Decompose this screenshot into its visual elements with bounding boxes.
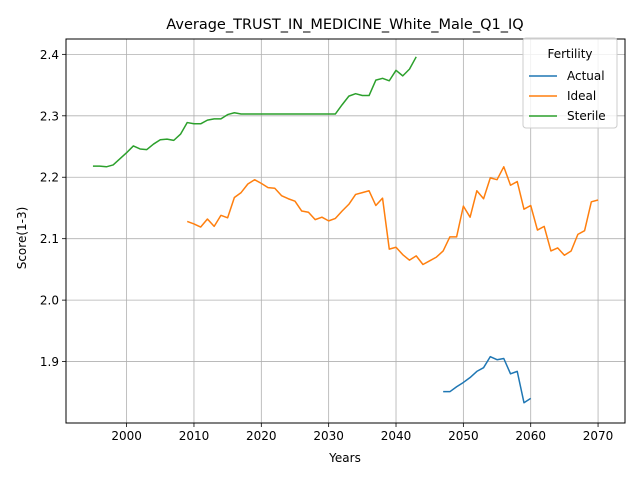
legend-label-actual: Actual (567, 69, 605, 83)
y-tick-label: 2.4 (40, 48, 59, 62)
x-tick-label: 2010 (179, 429, 210, 443)
x-tick-label: 2040 (381, 429, 412, 443)
x-tick-label: 2020 (246, 429, 277, 443)
y-axis-label: Score(1-3) (15, 207, 29, 270)
series-line-actual (443, 355, 532, 404)
x-tick-label: 2060 (515, 429, 546, 443)
legend-label-sterile: Sterile (567, 109, 606, 123)
y-tick-label: 1.9 (40, 355, 59, 369)
y-tick-label: 2.0 (40, 294, 59, 308)
y-tick-label: 2.1 (40, 232, 59, 246)
x-tick-label: 2030 (313, 429, 344, 443)
legend-box (522, 37, 618, 129)
y-tick-label: 2.2 (40, 171, 59, 185)
x-tick-label: 2070 (583, 429, 614, 443)
legend-items: Actual Ideal Sterile (529, 69, 606, 123)
x-tick-label: 2050 (448, 429, 479, 443)
chart-title: Average_TRUST_IN_MEDICINE_White_Male_Q1_… (166, 17, 523, 33)
x-tick-label: 2000 (111, 429, 142, 443)
series-line-sterile (92, 56, 417, 168)
legend-label-ideal: Ideal (567, 89, 596, 103)
plot-frame (65, 38, 626, 424)
legend: Fertility Actual Ideal Sterile (522, 37, 618, 129)
x-axis-label: Years (328, 451, 361, 465)
legend-title: Fertility (547, 47, 592, 61)
y-tick-label: 2.3 (40, 109, 59, 123)
series-line-ideal (186, 166, 599, 266)
series-layer (92, 56, 599, 404)
tick-layer: 2000 2010 2020 2030 2040 2050 2060 2070 1.9 2.0 2.… (40, 48, 613, 443)
